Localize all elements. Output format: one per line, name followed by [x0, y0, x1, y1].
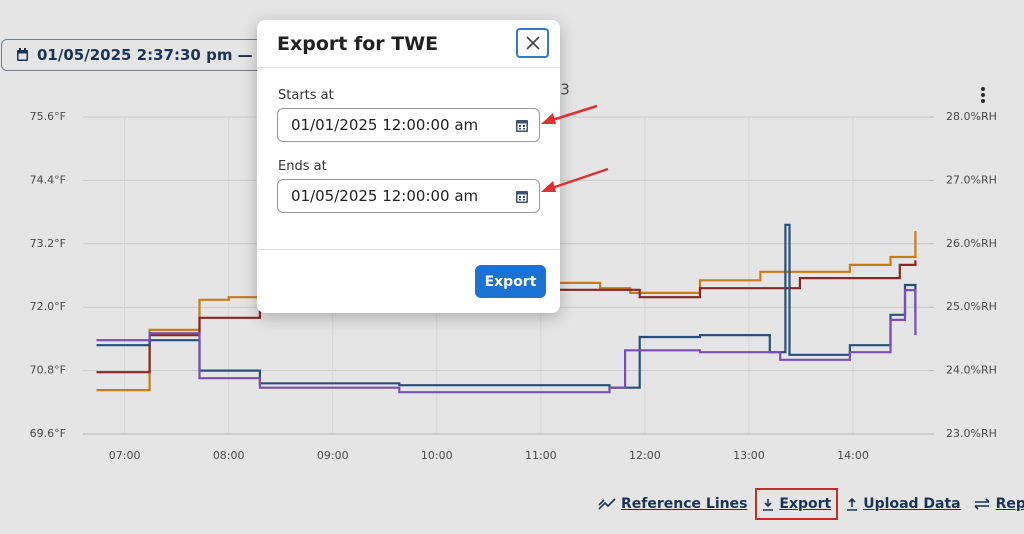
upload-data-link[interactable]: Upload Data — [846, 492, 961, 516]
label: Export — [779, 496, 832, 512]
export-button[interactable]: Export — [475, 265, 546, 298]
icon — [974, 498, 990, 510]
x-tick-label: 09:00 — [317, 449, 349, 462]
y-tick-label: 74.4°F — [30, 173, 66, 186]
series-line — [96, 231, 917, 392]
x-tick-label: 08:00 — [213, 449, 245, 462]
y-tick-label: 72.0°F — [30, 300, 66, 313]
close-icon — [525, 36, 540, 50]
end-value: 01/05/2025 12:00:00 am — [291, 187, 479, 205]
label: Reference Lines — [621, 496, 748, 512]
x-tick-label: 13:00 — [733, 449, 765, 462]
date-range-text: 01/05/2025 2:37:30 pm — 01 — [37, 46, 279, 64]
replace-link[interactable]: Replace — [973, 492, 1024, 516]
export-dialog: Export for TWE Starts at 01/01/2025 12:0… — [257, 20, 560, 313]
series-line — [96, 289, 917, 394]
end-input[interactable]: 01/05/2025 12:00:00 am — [277, 179, 540, 213]
y-tick-label: 73.2°F — [30, 237, 66, 250]
x-tick-label: 14:00 — [837, 449, 869, 462]
x-tick-label: 07:00 — [109, 449, 141, 462]
y2-tick-label: 24.0%RH — [946, 364, 997, 377]
export-link[interactable]: Export — [755, 488, 839, 520]
dialog-divider — [257, 249, 560, 250]
start-input[interactable]: 01/01/2025 12:00:00 am — [277, 108, 540, 142]
icon — [847, 497, 858, 511]
y2-tick-label: 25.0%RH — [946, 300, 997, 313]
y-tick-label: 75.6°F — [30, 110, 66, 123]
chart-menu[interactable] — [979, 86, 987, 104]
dialog-header: Export for TWE — [257, 20, 560, 68]
y2-tick-label: 23.0%RH — [946, 427, 997, 440]
x-tick-label: 10:00 — [421, 449, 453, 462]
calendar-icon — [17, 48, 28, 61]
calendar-icon[interactable] — [515, 189, 529, 204]
y2-tick-label: 26.0%RH — [946, 237, 997, 250]
reference-lines-link[interactable]: Reference Lines — [598, 492, 747, 516]
start-label: Starts at — [278, 88, 334, 103]
label: Upload Data — [863, 496, 961, 512]
y2-tick-label: 27.0%RH — [946, 173, 997, 186]
dialog-title: Export for TWE — [277, 32, 439, 55]
x-tick-label: 11:00 — [525, 449, 557, 462]
start-value: 01/01/2025 12:00:00 am — [291, 116, 479, 134]
chart-title: 3 — [560, 81, 570, 99]
y2-tick-label: 28.0%RH — [946, 110, 997, 123]
calendar-icon[interactable] — [515, 118, 529, 133]
close-button[interactable] — [516, 28, 549, 58]
y-tick-label: 70.8°F — [30, 364, 66, 377]
x-tick-label: 12:00 — [629, 449, 661, 462]
icon — [598, 498, 616, 510]
toolbar: Reference Lines Export Upload Data Repla… — [598, 488, 1024, 520]
end-label: Ends at — [278, 159, 327, 174]
icon — [763, 498, 774, 511]
y-tick-label: 69.6°F — [30, 427, 66, 440]
date-range-button[interactable]: 01/05/2025 2:37:30 pm — 01 — [1, 39, 281, 71]
label: Replace — [995, 496, 1024, 512]
